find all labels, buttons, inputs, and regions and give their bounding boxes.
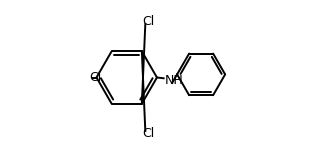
Text: Cl: Cl	[89, 71, 101, 84]
Text: Cl: Cl	[142, 127, 155, 140]
Text: NH: NH	[165, 74, 184, 87]
Text: Cl: Cl	[142, 15, 155, 28]
